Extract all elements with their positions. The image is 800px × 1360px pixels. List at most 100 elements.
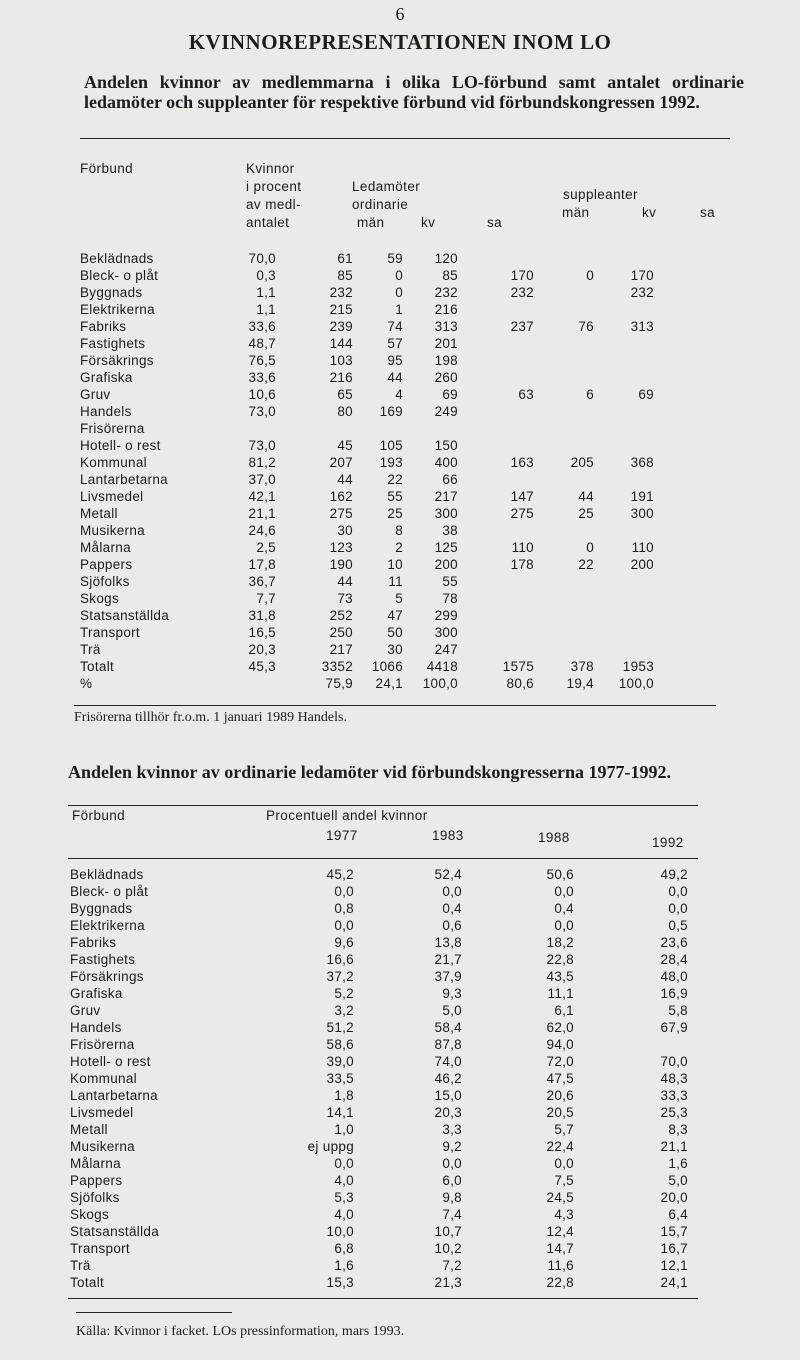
- row-label: Transport: [70, 1241, 130, 1256]
- cell: 20,5: [546, 1105, 574, 1120]
- table-row: Statsanställda 10,0 10,7 12,4 15,7: [70, 1223, 688, 1240]
- cell: 105: [379, 438, 403, 453]
- cell: 9,6: [334, 935, 354, 950]
- cell: 85: [442, 268, 458, 283]
- cell: 33,5: [326, 1071, 354, 1086]
- cell: 16,5: [248, 625, 276, 640]
- cell: [534, 573, 594, 590]
- cell: 6,1: [554, 1003, 574, 1018]
- cell: 0,0: [334, 884, 354, 899]
- cell: 300: [434, 625, 458, 640]
- cell: 12,4: [546, 1224, 574, 1239]
- cell: [458, 607, 534, 624]
- cell: [458, 335, 534, 352]
- cell: 1066: [371, 659, 403, 674]
- column-header: män: [357, 215, 385, 230]
- cell: 1: [395, 302, 403, 317]
- cell: 59: [387, 251, 403, 266]
- cell: 250: [329, 625, 353, 640]
- column-header: suppleanter: [563, 187, 638, 202]
- header-line: antalet: [246, 215, 290, 230]
- cell: 0,0: [442, 1156, 462, 1171]
- cell: [458, 573, 534, 590]
- rule: [68, 1298, 698, 1299]
- cell: 25,3: [660, 1105, 688, 1120]
- cell: [458, 641, 534, 658]
- column-header: 1992: [652, 835, 684, 850]
- cell: 45: [337, 438, 353, 453]
- row-label: Hotell- o rest: [80, 438, 161, 453]
- cell: 22,4: [546, 1139, 574, 1154]
- cell: [240, 420, 276, 437]
- row-label: Grafiska: [80, 370, 133, 385]
- table-row: Metall 21,1 275 25 300 275 25 300: [80, 505, 654, 522]
- table-row: Målarna 0,0 0,0 0,0 1,6: [70, 1155, 688, 1172]
- cell: 70,0: [248, 251, 276, 266]
- cell: 20,3: [434, 1105, 462, 1120]
- cell: 5,2: [334, 986, 354, 1001]
- cell: 30: [387, 642, 403, 657]
- cell: 25: [578, 506, 594, 521]
- cell: 144: [329, 336, 353, 351]
- cell: 75,9: [325, 676, 353, 691]
- cell: 4,0: [334, 1207, 354, 1222]
- cell: 13,8: [434, 935, 462, 950]
- cell: 5,0: [668, 1173, 688, 1188]
- table-row: Gruv 3,2 5,0 6,1 5,8: [70, 1002, 688, 1019]
- cell: 299: [434, 608, 458, 623]
- cell: 4,0: [334, 1173, 354, 1188]
- cell: 0,3: [256, 268, 276, 283]
- table-row: Försäkrings 37,2 37,9 43,5 48,0: [70, 968, 688, 985]
- table-row: Livsmedel 42,1 162 55 217 147 44 191: [80, 488, 654, 505]
- cell: 20,6: [546, 1088, 574, 1103]
- cell: [534, 301, 594, 318]
- cell: [458, 420, 534, 437]
- row-label: Pappers: [80, 557, 133, 572]
- row-label: Målarna: [80, 540, 131, 555]
- cell: [534, 590, 594, 607]
- table-row: Beklädnads 70,0 61 59 120: [80, 250, 654, 267]
- cell: 42,1: [248, 489, 276, 504]
- cell: 0,0: [334, 918, 354, 933]
- cell: [594, 607, 654, 624]
- row-label: Sjöfolks: [70, 1190, 120, 1205]
- table-row: Frisörerna: [80, 420, 654, 437]
- cell: 300: [630, 506, 654, 521]
- cell: 0: [586, 540, 594, 555]
- cell: 48,3: [660, 1071, 688, 1086]
- rule: [68, 858, 698, 859]
- cell: 21,1: [248, 506, 276, 521]
- header-line: ordinarie: [352, 197, 409, 212]
- cell: 7,5: [554, 1173, 574, 1188]
- cell: 20,3: [248, 642, 276, 657]
- table-row: Byggnads 1,1 232 0 232 232 232: [80, 284, 654, 301]
- cell: 50: [387, 625, 403, 640]
- cell: 94,0: [546, 1037, 574, 1052]
- table-row: Bleck- o plåt 0,3 85 0 85 170 0 170: [80, 267, 654, 284]
- row-label: Byggnads: [70, 901, 133, 916]
- table-row: Metall 1,0 3,3 5,7 8,3: [70, 1121, 688, 1138]
- cell: 15,0: [434, 1088, 462, 1103]
- cell: 23,6: [660, 935, 688, 950]
- cell: 10: [387, 557, 403, 572]
- cell: 0,0: [334, 1156, 354, 1171]
- cell: 0,6: [442, 918, 462, 933]
- table-row: Totalt 15,3 21,3 22,8 24,1: [70, 1274, 688, 1291]
- cell: 74: [387, 319, 403, 334]
- cell: 30: [337, 523, 353, 538]
- table-row: Kommunal 81,2 207 193 400 163 205 368: [80, 454, 654, 471]
- cell: 1575: [502, 659, 534, 674]
- table-row: Sjöfolks 5,3 9,8 24,5 20,0: [70, 1189, 688, 1206]
- table-row: Sjöfolks 36,7 44 11 55: [80, 573, 654, 590]
- cell: 22: [578, 557, 594, 572]
- cell: 0,8: [334, 901, 354, 916]
- cell: 25: [387, 506, 403, 521]
- cell: 9,3: [442, 986, 462, 1001]
- cell: 216: [434, 302, 458, 317]
- row-label: Metall: [70, 1122, 108, 1137]
- cell: 6,4: [668, 1207, 688, 1222]
- cell: 193: [379, 455, 403, 470]
- cell: 7,7: [256, 591, 276, 606]
- table-row: Gruv 10,6 65 4 69 63 6 69: [80, 386, 654, 403]
- cell: [534, 335, 594, 352]
